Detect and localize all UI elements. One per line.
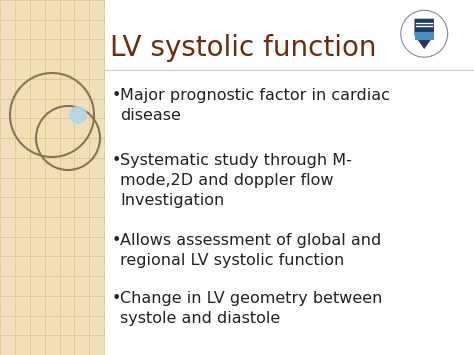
Text: Change in LV geometry between
systole and diastole: Change in LV geometry between systole an… xyxy=(120,291,383,326)
Text: Systematic study through M-
mode,2D and doppler flow
Investigation: Systematic study through M- mode,2D and … xyxy=(120,153,352,208)
Text: •: • xyxy=(112,153,121,168)
Text: •: • xyxy=(112,291,121,306)
Polygon shape xyxy=(415,32,434,40)
Text: Allows assessment of global and
regional LV systolic function: Allows assessment of global and regional… xyxy=(120,233,381,268)
Text: •: • xyxy=(112,88,121,103)
Text: •: • xyxy=(112,233,121,248)
Circle shape xyxy=(69,106,87,124)
Polygon shape xyxy=(415,19,434,48)
Bar xyxy=(0,0,104,355)
Text: LV systolic function: LV systolic function xyxy=(110,34,376,62)
Text: Major prognostic factor in cardiac
disease: Major prognostic factor in cardiac disea… xyxy=(120,88,390,123)
